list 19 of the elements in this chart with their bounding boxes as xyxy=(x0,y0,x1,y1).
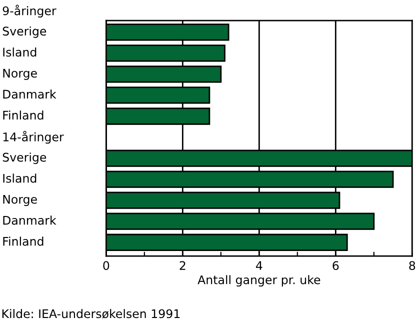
y-tick-label: Danmark xyxy=(3,216,56,225)
y-tick-label: 9-åringer xyxy=(2,4,56,18)
x-tick-label: 8 xyxy=(409,261,416,270)
y-tick-label: Island xyxy=(3,47,36,57)
y-tick-label: 14-åringer xyxy=(3,130,64,144)
x-tick-label: 6 xyxy=(332,261,339,270)
y-tick-label: Finland xyxy=(3,110,44,120)
x-axis-title: Antall ganger pr. uke xyxy=(198,275,320,287)
y-tick-label: Island xyxy=(3,174,36,183)
y-tick-label: Norge xyxy=(3,194,37,206)
text: Kilde: IEA-undersøkelsen 1991 xyxy=(2,309,180,319)
y-tick-label: Sverige xyxy=(2,152,46,164)
y-tick-label: Finland xyxy=(3,236,44,246)
x-tick-label: 2 xyxy=(180,261,186,270)
y-tick-label: Sverige xyxy=(2,26,46,38)
x-tick-label: 0 xyxy=(103,261,110,270)
x-tick-label: 4 xyxy=(256,261,262,270)
y-tick-label: Danmark xyxy=(3,90,56,99)
y-tick-label: Norge xyxy=(3,68,37,80)
